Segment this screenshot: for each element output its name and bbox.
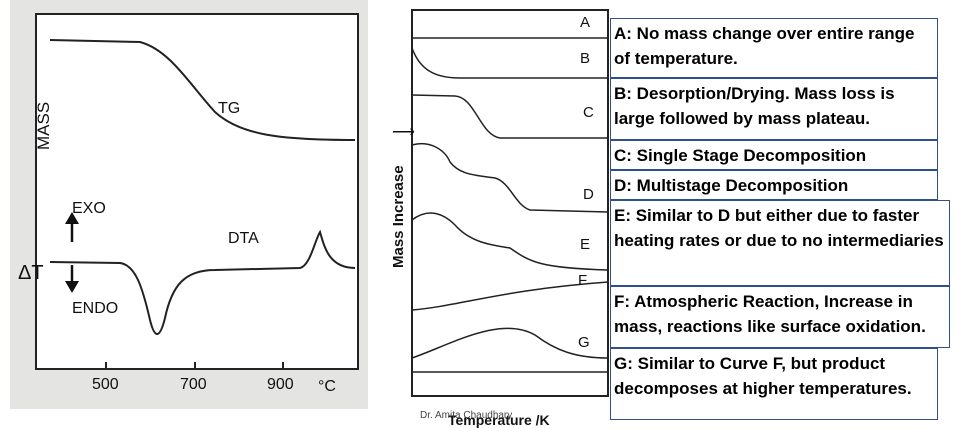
- exo-arrow-icon: [65, 212, 79, 224]
- description-a: A: No mass change over entire range of t…: [610, 18, 938, 78]
- endo-arrow-icon: [65, 281, 79, 293]
- description-g: G: Similar to Curve F, but product decom…: [610, 348, 938, 420]
- tg-dta-panel: MASS ΔT TG DTA EXO ENDO 500 700 900 °C: [10, 0, 368, 409]
- curve-label-d: D: [583, 186, 594, 203]
- x-tick-900: 900: [267, 376, 294, 393]
- mass-increase-arrow-icon: ⟶: [392, 124, 415, 141]
- curve-label-f: F: [578, 272, 588, 289]
- x-tick-700: 700: [180, 376, 207, 393]
- curve-label-c: C: [583, 104, 594, 121]
- tg-curve: [49, 39, 356, 141]
- description-d: D: Multistage Decomposition: [610, 170, 938, 200]
- footer-credit: Dr. Amita Chaudhary: [420, 410, 513, 421]
- curve-label-b: B: [580, 50, 591, 67]
- curve-e-line: [411, 212, 609, 271]
- curve-g-line: [411, 327, 609, 359]
- description-b: B: Desorption/Drying. Mass loss is large…: [610, 78, 938, 140]
- x-tick-500: 500: [92, 376, 119, 393]
- description-c: C: Single Stage Decomposition: [610, 140, 938, 170]
- curve-b-line: [411, 47, 608, 79]
- curve-label-a: A: [580, 14, 591, 31]
- exo-label: EXO: [72, 200, 106, 217]
- description-e: E: Similar to D but either due to faster…: [610, 200, 950, 286]
- dta-curve: [49, 229, 356, 335]
- mass-curves-figure: [411, 9, 609, 397]
- tg-dta-figure: [35, 13, 359, 370]
- curve-d-line: [411, 143, 609, 213]
- curve-label-g: G: [578, 334, 590, 351]
- tg-dta-frame: [35, 13, 359, 370]
- x-unit-label: °C: [318, 378, 336, 395]
- delta-t-label: ΔT: [18, 262, 44, 284]
- temperature-axis-label: Temperature /K: [448, 412, 550, 428]
- mass-increase-label: Mass Increase: [390, 165, 407, 268]
- mass-axis-label: MASS: [34, 101, 53, 150]
- endo-label: ENDO: [72, 300, 119, 317]
- tg-label: TG: [218, 100, 241, 117]
- curve-label-e: E: [580, 236, 591, 253]
- description-f: F: Atmospheric Reaction, Increase in mas…: [610, 286, 950, 348]
- curve-c-line: [411, 94, 608, 139]
- curve-f-line: [411, 281, 609, 311]
- dta-label: DTA: [228, 230, 259, 247]
- curves-frame: [411, 9, 609, 397]
